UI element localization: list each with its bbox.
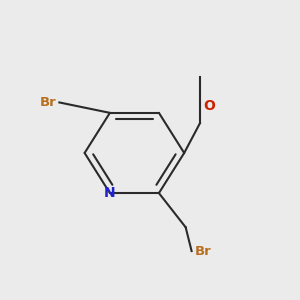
Text: Br: Br — [40, 96, 56, 109]
Text: O: O — [203, 99, 215, 113]
Text: N: N — [104, 186, 116, 200]
Text: Br: Br — [195, 244, 211, 258]
